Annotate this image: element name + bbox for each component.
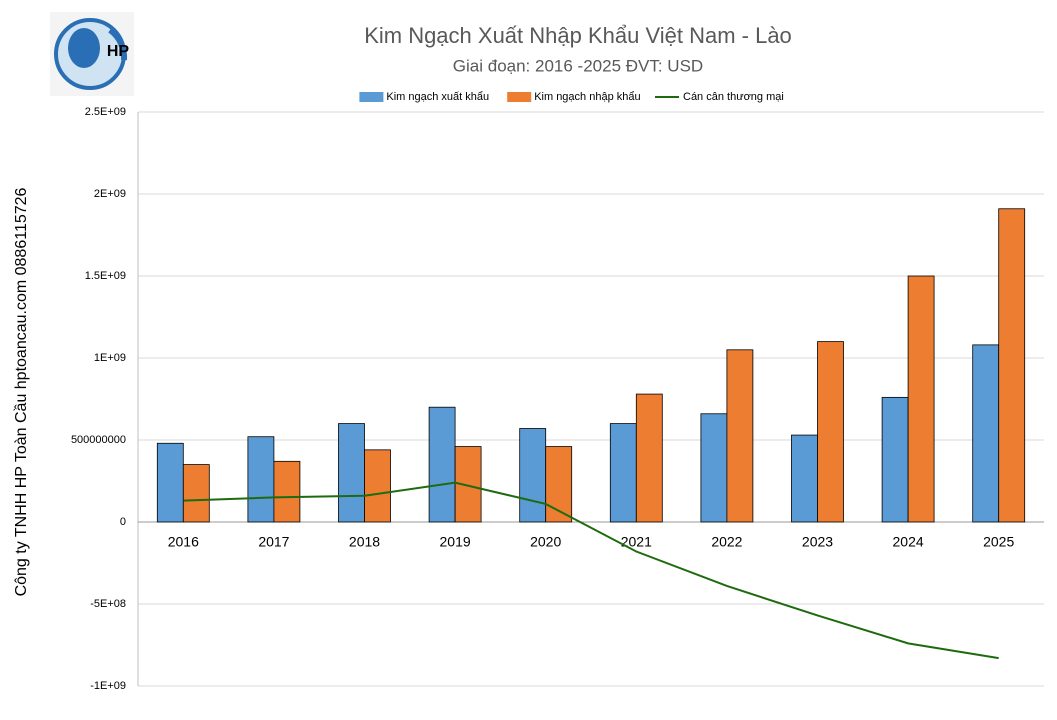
line <box>183 481 999 660</box>
x-tick-label: 2025 <box>983 534 1014 550</box>
legend-label: Kim ngạch xuất khẩu <box>386 91 489 103</box>
logo-text: HP <box>107 43 130 60</box>
x-tick-label: 2023 <box>802 534 833 550</box>
side-text: Công ty TNHH HP Toàn Cầu hptoancau.com 0… <box>13 187 30 596</box>
bar <box>364 449 391 523</box>
x-tick-label: 2021 <box>621 534 652 550</box>
y-tick-label: 1.5E+09 <box>85 270 126 282</box>
y-tick-label: 500000000 <box>71 434 126 446</box>
x-tick-label: 2016 <box>168 534 199 550</box>
x-tick-label: 2024 <box>893 534 924 550</box>
bar <box>700 413 728 523</box>
y-tick-label: -1E+09 <box>90 680 126 692</box>
bar <box>726 349 754 523</box>
bar <box>156 442 184 523</box>
bar <box>338 423 365 523</box>
bar <box>519 428 547 523</box>
y-tick-label: 2E+09 <box>94 188 126 200</box>
chart-subtitle: Giai đoạn: 2016 -2025 ĐVT: USD <box>453 56 703 75</box>
x-tick-label: 2022 <box>711 534 742 550</box>
bar <box>907 275 935 523</box>
bar <box>817 341 844 523</box>
legend-label: Cán cân thương mại <box>683 91 784 103</box>
bar <box>182 464 210 523</box>
y-tick-label: 2.5E+09 <box>85 106 126 118</box>
bar <box>635 393 663 523</box>
bar <box>881 396 909 523</box>
chart-title: Kim Ngạch Xuất Nhập Khẩu Việt Nam - Lào <box>364 23 792 48</box>
bar <box>428 406 456 523</box>
logo: HP <box>50 12 134 96</box>
y-tick-label: 1E+09 <box>94 352 126 364</box>
x-tick-label: 2018 <box>349 534 380 550</box>
legend-label: Kim ngạch nhập khẩu <box>534 91 640 103</box>
bar <box>247 436 275 523</box>
bar <box>972 344 1000 523</box>
y-tick-label: -5E+08 <box>90 598 126 610</box>
bar <box>273 460 301 523</box>
bar <box>609 423 637 523</box>
bar <box>545 446 573 523</box>
y-tick-label: 0 <box>120 516 126 528</box>
x-tick-label: 2017 <box>258 534 289 550</box>
legend-swatch <box>507 92 532 102</box>
bar <box>791 434 818 523</box>
x-tick-label: 2020 <box>530 534 561 550</box>
bar <box>998 208 1026 523</box>
x-tick-label: 2019 <box>440 534 471 550</box>
legend-swatch <box>359 92 384 102</box>
